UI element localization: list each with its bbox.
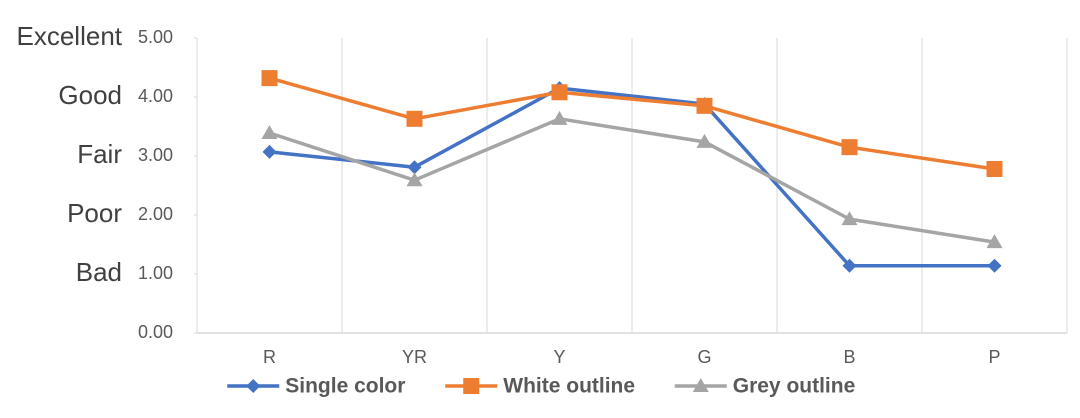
legend: Single color White outline Grey outline: [227, 375, 855, 398]
x-tick-label: Y: [553, 347, 565, 367]
rating-label: Good: [58, 80, 122, 110]
marker: [692, 378, 709, 392]
marker: [407, 160, 422, 175]
marker: [261, 124, 278, 139]
x-tick-label: B: [843, 347, 855, 367]
rating-label: Bad: [76, 257, 122, 287]
series-line: [269, 86, 995, 268]
marker: [986, 234, 1003, 249]
marker: [841, 211, 858, 226]
x-tick-label: R: [263, 347, 276, 367]
y-tick-label: 2.00: [138, 204, 173, 224]
rating-label: Fair: [77, 139, 122, 169]
x-tick-label: G: [697, 347, 711, 367]
legend-label: White outline: [503, 375, 635, 398]
marker: [841, 139, 858, 156]
marker: [696, 97, 713, 114]
y-tick-label: 4.00: [138, 86, 173, 106]
marker: [262, 144, 277, 159]
marker: [842, 258, 857, 273]
x-tick-label: YR: [402, 347, 427, 367]
marker: [696, 133, 713, 148]
marker: [406, 110, 423, 127]
x-tick-label: P: [988, 347, 1000, 367]
legend-label: Single color: [285, 375, 405, 398]
series-line: [268, 117, 995, 244]
marker: [986, 160, 1003, 177]
marker: [987, 258, 1002, 273]
y-tick-label: 1.00: [138, 263, 173, 283]
marker: [551, 84, 568, 101]
marker: [406, 172, 423, 187]
marker: [463, 378, 480, 394]
rating-label: Excellent: [17, 21, 123, 51]
y-tick-label: 0.00: [138, 322, 173, 342]
marker: [246, 379, 261, 393]
y-tick-label: 3.00: [138, 145, 173, 165]
marker: [261, 70, 278, 87]
marker: [551, 110, 568, 125]
rating-label: Poor: [67, 198, 122, 228]
y-tick-label: 5.00: [138, 27, 173, 47]
legend-label: Grey outline: [733, 375, 856, 398]
series-line: [269, 76, 995, 171]
